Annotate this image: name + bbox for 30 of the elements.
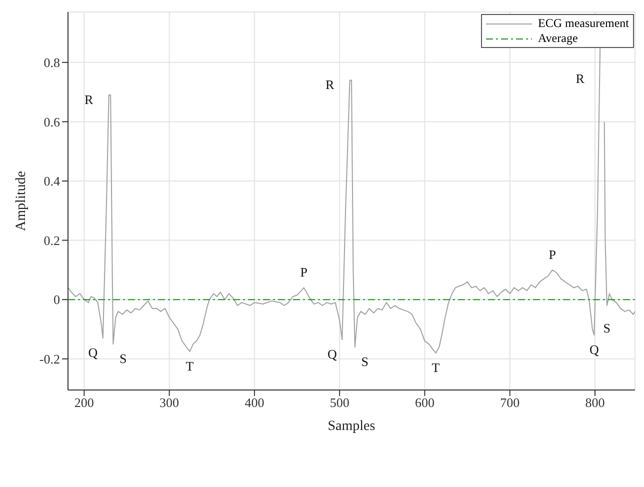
y-tick-label: 0 bbox=[54, 292, 60, 308]
x-tick-label: 700 bbox=[500, 395, 520, 410]
annotation: Q bbox=[88, 345, 98, 360]
x-axis-title: Samples bbox=[328, 419, 376, 434]
x-tick-label: 300 bbox=[160, 395, 180, 410]
y-tick-label: 0.6 bbox=[44, 114, 60, 130]
annotation: T bbox=[186, 358, 194, 374]
annotation: R bbox=[325, 77, 334, 92]
x-tick-label: 500 bbox=[330, 395, 350, 410]
x-tick-label: 600 bbox=[414, 395, 434, 410]
annotation: Q bbox=[589, 342, 600, 358]
annotation: S bbox=[603, 320, 611, 336]
x-tick-label: 800 bbox=[585, 395, 605, 410]
legend-label: Average bbox=[538, 31, 578, 46]
annotation: P bbox=[300, 264, 308, 280]
y-axis-title: Amplitude bbox=[14, 171, 29, 231]
legend-label: ECG measurement bbox=[538, 16, 629, 31]
y-tick-label: 0.4 bbox=[44, 174, 60, 189]
y-tick-label: -0.2 bbox=[39, 351, 60, 366]
annotation: R bbox=[576, 71, 585, 86]
annotation: S bbox=[120, 351, 127, 366]
annotation: Q bbox=[327, 346, 338, 362]
y-tick-label: 0.8 bbox=[44, 55, 60, 70]
x-tick-label: 400 bbox=[244, 395, 264, 410]
y-tick-label: 0.2 bbox=[44, 232, 60, 248]
annotation: T bbox=[432, 360, 440, 375]
annotation: R bbox=[84, 92, 94, 107]
annotation: P bbox=[548, 246, 556, 262]
x-tick-label: 200 bbox=[74, 395, 94, 410]
annotation: S bbox=[361, 354, 369, 369]
